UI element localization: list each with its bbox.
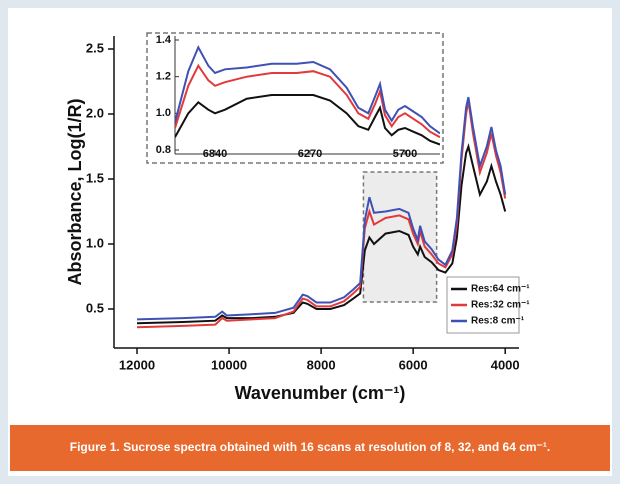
- inset-frame: [146, 32, 444, 164]
- inset-x-tick-label: 6270: [298, 148, 322, 160]
- x-tick-label: 12000: [119, 357, 155, 372]
- caption-band: [10, 425, 610, 471]
- x-tick-label: 8000: [307, 357, 336, 372]
- spectrum-line: [136, 96, 507, 321]
- x-tick-label: 4000: [491, 357, 520, 372]
- x-axis-label: Wavenumber (cm⁻¹): [235, 383, 406, 403]
- y-axis-label: Absorbance, Log(1/R): [65, 98, 85, 285]
- legend-label: Res:32 cm⁻¹: [471, 300, 530, 311]
- spectrum-line: [175, 63, 440, 139]
- zoom-region: [362, 171, 438, 303]
- inset-y-tick-label: 1.2: [156, 71, 171, 83]
- caption: Figure 1. Sucrose spectra obtained with …: [70, 440, 550, 454]
- y-tick-label: 2.5: [86, 40, 104, 55]
- legend-label: Res:8 cm⁻¹: [471, 316, 525, 327]
- inset-y-tick-label: 1.0: [156, 107, 171, 119]
- y-tick-label: 1.5: [86, 170, 104, 185]
- y-tick-label: 1.0: [86, 235, 104, 250]
- x-tick-label: 10000: [211, 357, 247, 372]
- inset-x-tick-label: 5700: [393, 148, 417, 160]
- inset-x-tick-label: 6840: [203, 148, 227, 160]
- spectrum-line: [175, 44, 440, 135]
- legend-label: Res:64 cm⁻¹: [471, 284, 530, 295]
- inset-y-tick-label: 0.8: [156, 144, 171, 156]
- inset-y-tick-label: 1.4: [156, 34, 172, 46]
- y-tick-label: 0.5: [86, 300, 104, 315]
- x-tick-label: 6000: [399, 357, 428, 372]
- y-tick-label: 2.0: [86, 105, 104, 120]
- spectrum-line: [175, 94, 440, 146]
